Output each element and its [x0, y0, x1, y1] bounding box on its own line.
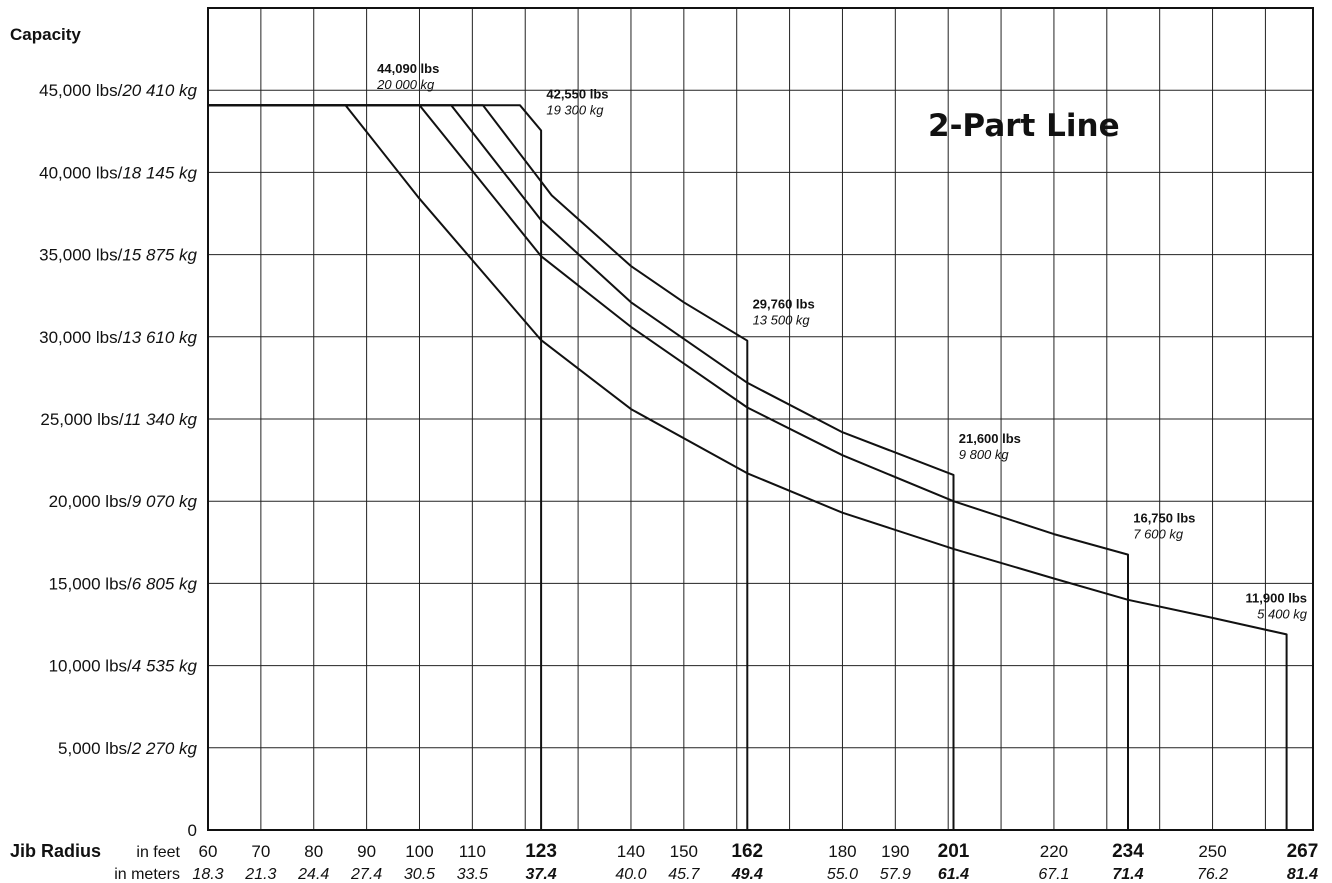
x-tick-feet: 60	[199, 842, 218, 861]
series-line-1	[208, 104, 543, 830]
x-tick-feet: 220	[1040, 842, 1068, 861]
x-tick-meters: 18.3	[192, 866, 223, 883]
y-tick-lbs: 15,000 lbs/	[49, 574, 132, 593]
x-tick-meters: 61.4	[938, 866, 969, 883]
annotation-kg: 19 300 kg	[546, 102, 604, 117]
y-tick-label: 20,000 lbs/9 070 kg	[49, 492, 198, 511]
y-tick-kg: 4 535 kg	[132, 657, 198, 676]
annotation-lbs: 42,550 lbs	[546, 86, 608, 101]
annotation-kg: 9 800 kg	[959, 447, 1010, 462]
x-tick-feet: 190	[881, 842, 909, 861]
y-axis-title: Capacity	[10, 25, 81, 44]
annotation-kg: 7 600 kg	[1133, 527, 1184, 542]
y-tick-kg: 2 270 kg	[131, 739, 198, 758]
y-tick-label: 25,000 lbs/11 340 kg	[40, 410, 197, 429]
x-tick-feet: 140	[617, 842, 645, 861]
y-tick-label: 40,000 lbs/18 145 kg	[39, 163, 197, 182]
x-tick-feet: 162	[731, 841, 763, 862]
x-tick-feet: 123	[525, 841, 557, 862]
x-tick-meters: 81.4	[1287, 866, 1318, 883]
x-tick-feet: 150	[670, 842, 698, 861]
x-tick-meters: 67.1	[1038, 866, 1069, 883]
y-tick-kg: 11 340 kg	[124, 410, 198, 429]
x-tick-feet: 234	[1112, 841, 1144, 862]
x-tick-meters: 40.0	[615, 866, 646, 883]
y-tick-lbs: 20,000 lbs/	[49, 492, 132, 511]
y-tick-kg: 18 145 kg	[122, 163, 197, 182]
x-tick-feet: 90	[357, 842, 376, 861]
x-tick-meters: 24.4	[297, 866, 329, 883]
y-tick-kg: 20 410 kg	[121, 81, 197, 100]
x-tick-meters: 30.5	[404, 866, 435, 883]
x-tick-meters: 33.5	[457, 866, 488, 883]
x-tick-meters: 57.9	[880, 866, 911, 883]
y-tick-lbs: 5,000 lbs/	[58, 739, 132, 758]
y-tick-label: 10,000 lbs/4 535 kg	[49, 657, 198, 676]
x-tick-meters: 21.3	[244, 866, 276, 883]
x-tick-meters: 76.2	[1197, 866, 1228, 883]
x-tick-feet: 201	[938, 841, 970, 862]
annotation-lbs: 16,750 lbs	[1133, 511, 1195, 526]
annotation-kg: 13 500 kg	[753, 313, 811, 328]
y-tick-label: 35,000 lbs/15 875 kg	[39, 246, 197, 265]
y-tick-kg: 9 070 kg	[132, 492, 198, 511]
annotation-lbs: 29,760 lbs	[753, 297, 815, 312]
annotation-lbs: 21,600 lbs	[959, 431, 1021, 446]
series-lines	[208, 104, 1288, 830]
y-tick-kg: 15 875 kg	[122, 246, 197, 265]
x-axis-title: Jib Radius	[10, 841, 101, 861]
annotation-kg: 5 400 kg	[1257, 606, 1308, 621]
y-tick-label: 15,000 lbs/6 805 kg	[49, 574, 198, 593]
grid	[207, 8, 1313, 830]
y-tick-lbs: 45,000 lbs/	[39, 81, 122, 100]
y-tick-lbs: 30,000 lbs/	[39, 328, 122, 347]
x-tick-meters: 45.7	[668, 866, 700, 883]
y-tick-kg: 13 610 kg	[122, 328, 197, 347]
annotation-lbs: 11,900 lbs	[1246, 590, 1307, 605]
x-tick-feet: 267	[1287, 841, 1319, 862]
plot-border	[207, 7, 1314, 831]
chart-title: 2-Part Line	[928, 108, 1120, 144]
x-tick-feet: 70	[251, 842, 270, 861]
y-tick-lbs: 40,000 lbs/	[39, 163, 122, 182]
series-line-3	[208, 104, 955, 830]
x-tick-meters: 49.4	[731, 866, 763, 883]
series-line-4	[208, 104, 1129, 830]
x-tick-meters: 71.4	[1112, 866, 1143, 883]
x-tick-labels: 60 18.3 70 21.3 80 24.4 90 27.4 100 30.5 110 33.5 12…	[192, 841, 1318, 883]
x-tick-meters: 37.4	[526, 866, 557, 883]
plot-frame	[207, 7, 1314, 831]
y-tick-label: 5,000 lbs/2 270 kg	[58, 739, 197, 758]
y-tick-lbs: 0	[188, 821, 197, 840]
y-tick-labels: 0 5,000 lbs/2 270 kg 10,000 lbs/4 535 kg 15…	[39, 81, 197, 840]
y-tick-kg: 6 805 kg	[132, 574, 198, 593]
annotation-lbs: 44,090 lbs	[377, 61, 439, 76]
y-tick-label: 45,000 lbs/20 410 kg	[39, 81, 197, 100]
x-tick-feet: 180	[828, 842, 856, 861]
y-tick-label: 0	[188, 821, 197, 840]
series-line-2	[208, 104, 749, 830]
y-tick-lbs: 35,000 lbs/	[39, 246, 122, 265]
annotation-kg: 20 000 kg	[376, 77, 435, 92]
y-tick-label: 30,000 lbs/13 610 kg	[39, 328, 197, 347]
x-tick-feet: 110	[459, 842, 486, 861]
x-unit-feet: in feet	[136, 844, 180, 861]
x-tick-meters: 27.4	[350, 866, 382, 883]
x-tick-feet: 250	[1198, 842, 1226, 861]
x-unit-meters: in meters	[114, 866, 180, 883]
x-tick-meters: 55.0	[827, 866, 858, 883]
x-tick-feet: 80	[304, 842, 323, 861]
y-tick-lbs: 25,000 lbs/	[40, 410, 123, 429]
y-tick-lbs: 10,000 lbs/	[49, 657, 132, 676]
x-tick-feet: 100	[405, 842, 433, 861]
series-line-5	[208, 104, 1288, 830]
